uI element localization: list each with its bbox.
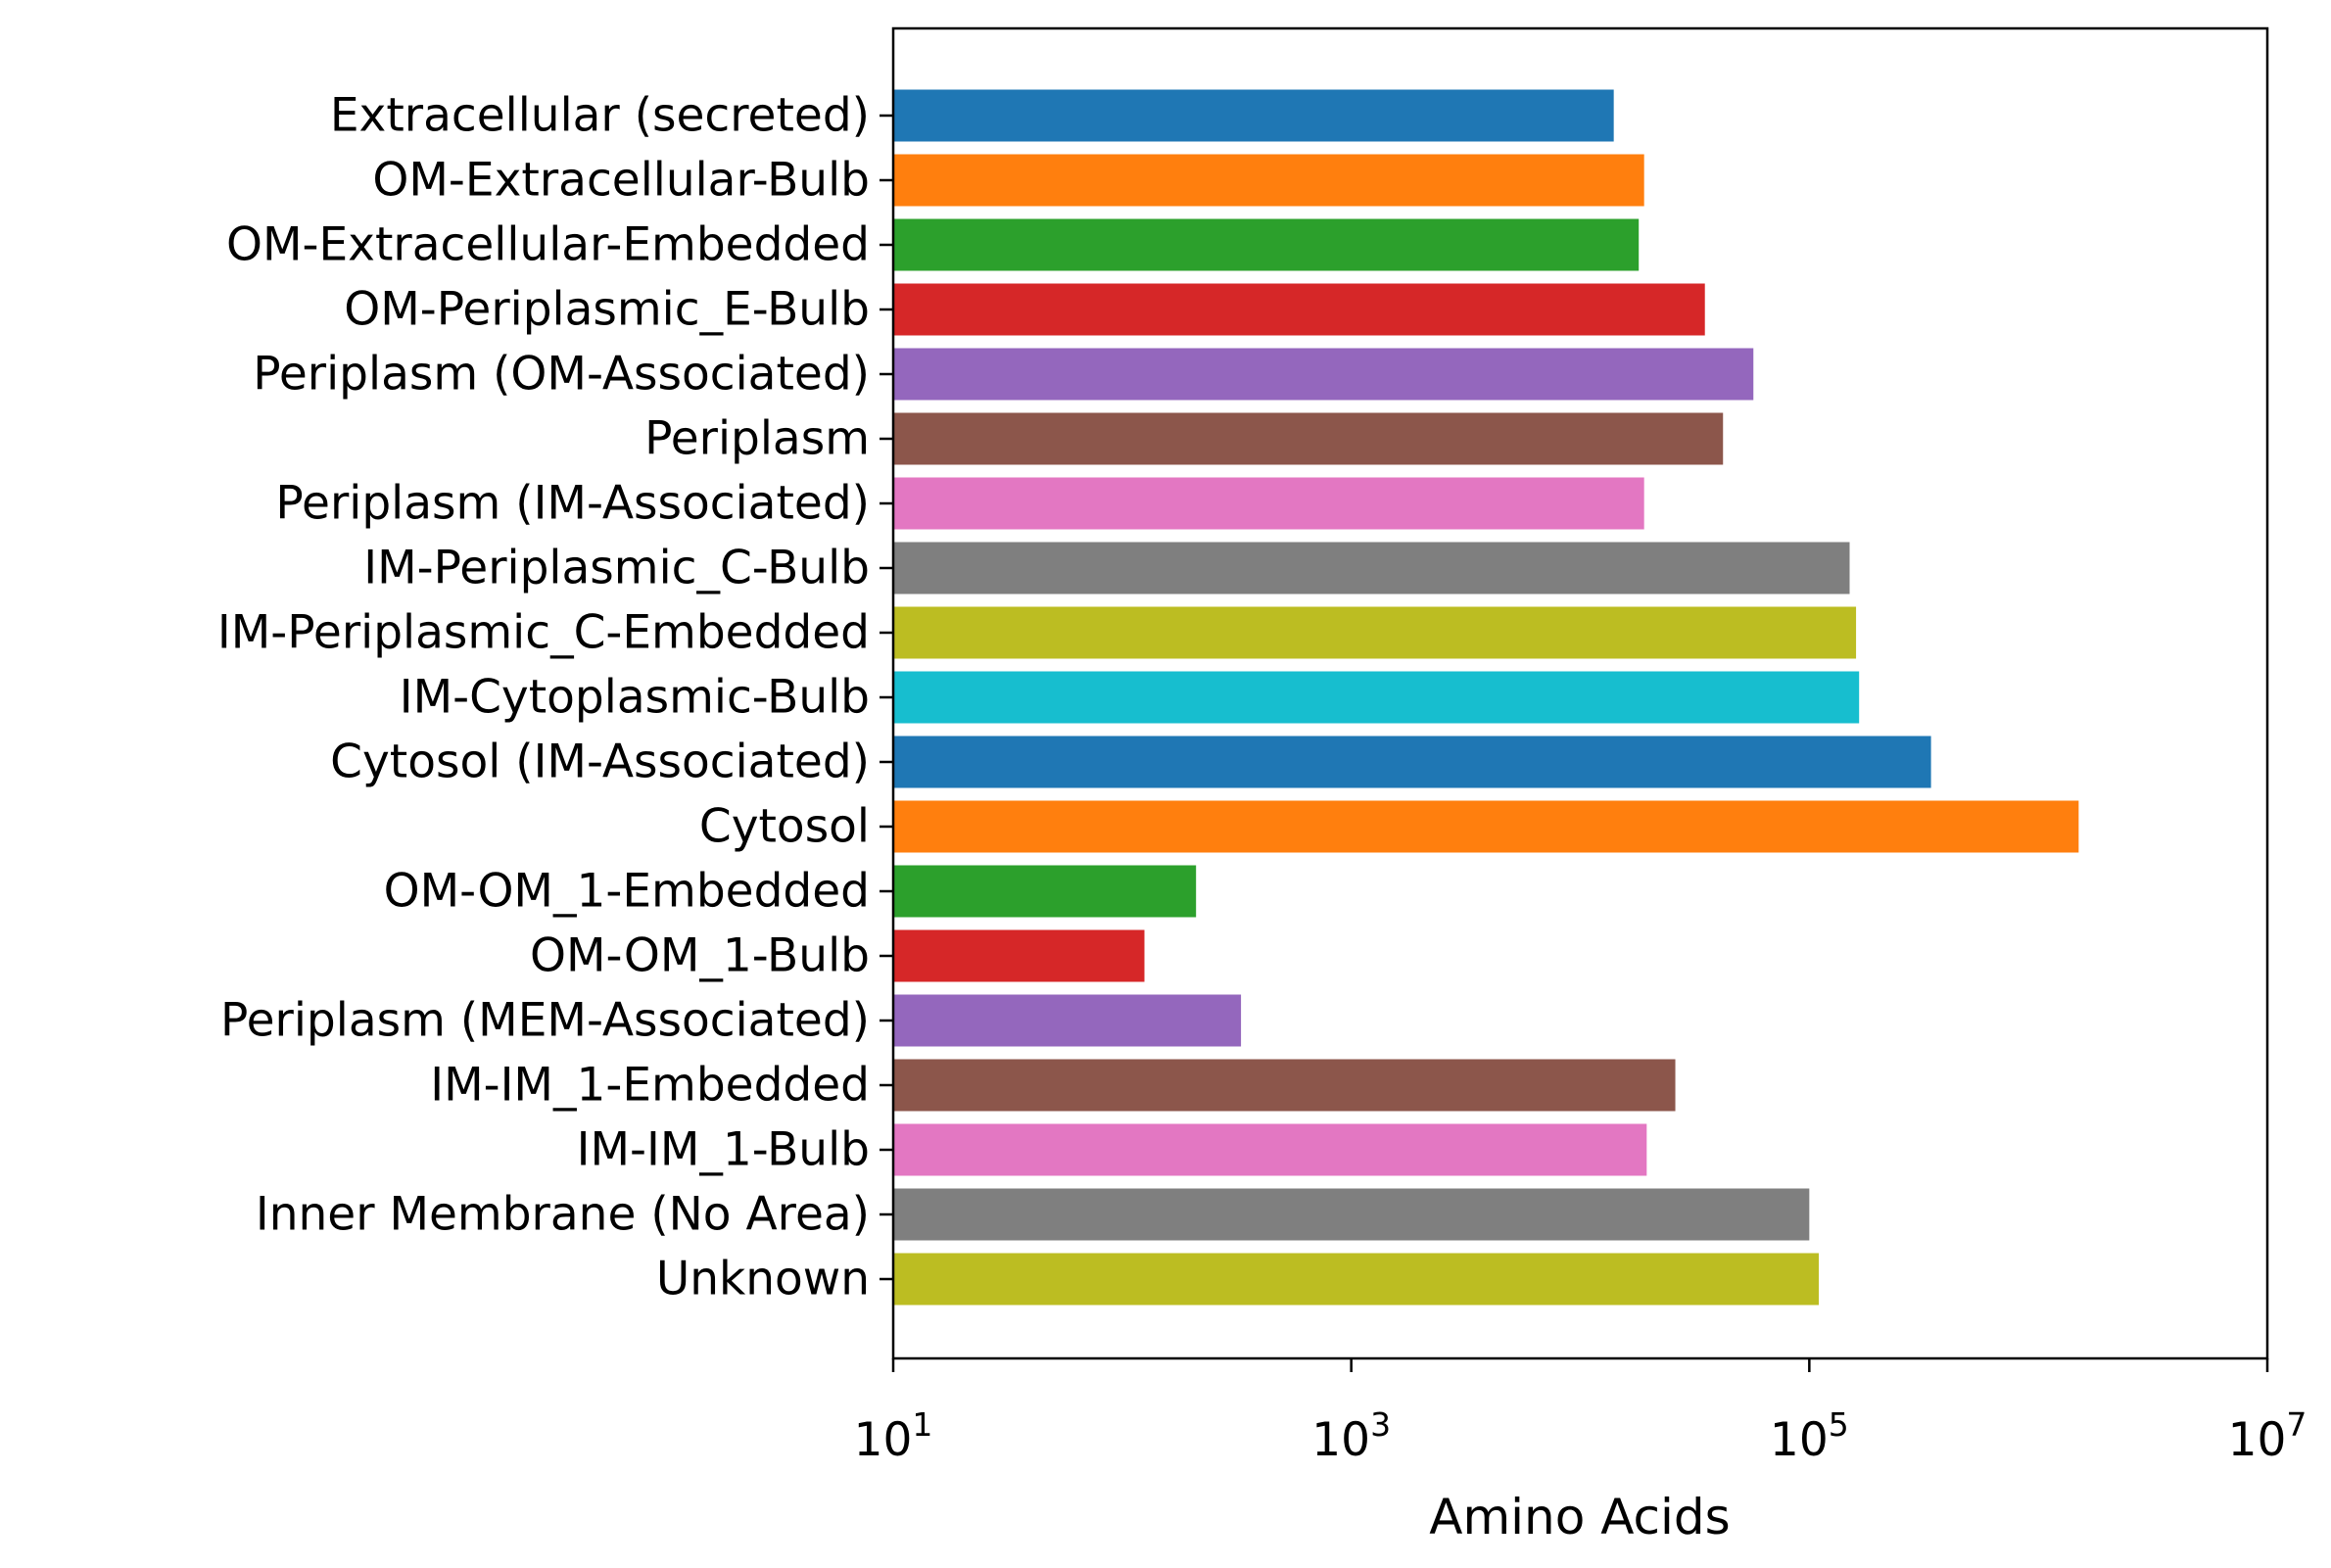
y-tick-label: OM-Extracellular-Bulb — [372, 154, 870, 208]
y-tick-label: Cytosol — [699, 800, 870, 854]
y-axis-ticks: Extracellular (secreted) OM-Extracellular… — [217, 89, 893, 1307]
bar-im-cytoplasmic-bulb — [893, 671, 1860, 724]
y-tick-label: Inner Membrane (No Area) — [256, 1188, 870, 1242]
y-tick-label: OM-OM_1-Embedded — [384, 865, 870, 919]
y-tick-label: Periplasm — [644, 412, 870, 466]
bar-im-im-1-embedded — [893, 1059, 1676, 1112]
x-tick-label: 105 — [1770, 1405, 1849, 1467]
y-tick-label: OM-Extracellular-Embedded — [226, 218, 870, 272]
bar-periplasm-om-associated — [893, 348, 1754, 401]
bar-om-om-1-embedded — [893, 865, 1197, 918]
bar-om-om-1-bulb — [893, 929, 1145, 982]
y-tick-label: Periplasm (OM-Associated) — [253, 348, 870, 402]
y-tick-label: IM-IM_1-Bulb — [577, 1123, 870, 1177]
y-tick-label: Periplasm (MEM-Associated) — [220, 994, 870, 1048]
bar-inner-membrane-no-area — [893, 1188, 1810, 1241]
y-tick-label: Extracellular (secreted) — [330, 89, 870, 143]
bar-im-im-1-bulb — [893, 1123, 1647, 1176]
x-axis-title: Amino Acids — [1429, 1489, 1730, 1545]
bar-periplasm-im-associated — [893, 477, 1644, 530]
bar-extracellular-secreted — [893, 89, 1614, 142]
x-axis-ticks: 101 103 105 107 — [854, 1358, 2307, 1467]
bar-cytosol-im-associated — [893, 736, 1931, 788]
y-tick-label: Unknown — [656, 1253, 870, 1307]
x-tick-label: 107 — [2228, 1405, 2307, 1467]
bar-om-periplasmic-e-bulb — [893, 283, 1705, 336]
bar-periplasm — [893, 412, 1724, 465]
y-tick-label: IM-Cytoplasmic-Bulb — [400, 671, 870, 725]
y-tick-label: Periplasm (IM-Associated) — [275, 477, 870, 531]
y-tick-label: OM-OM_1-Bulb — [530, 929, 870, 983]
bar-im-periplasmic-c-embedded — [893, 606, 1857, 659]
y-tick-label: Cytosol (IM-Associated) — [330, 736, 870, 789]
y-tick-label: OM-Periplasmic_E-Bulb — [344, 283, 870, 337]
bar-periplasm-mem-associated — [893, 994, 1242, 1047]
x-tick-label: 101 — [854, 1405, 933, 1467]
y-tick-label: IM-Periplasmic_C-Bulb — [363, 542, 870, 595]
y-tick-label: IM-IM_1-Embedded — [430, 1059, 870, 1113]
bar-cytosol — [893, 800, 2079, 853]
bars-group — [893, 89, 2079, 1306]
plot-frame — [891, 26, 2269, 1360]
bar-om-extracellular-bulb — [893, 154, 1644, 207]
y-tick-label: IM-Periplasmic_C-Embedded — [217, 606, 870, 660]
x-tick-label: 103 — [1311, 1405, 1391, 1467]
bar-im-periplasmic-c-bulb — [893, 542, 1850, 594]
bar-om-extracellular-embedded — [893, 218, 1640, 271]
bar-unknown — [893, 1253, 1820, 1306]
